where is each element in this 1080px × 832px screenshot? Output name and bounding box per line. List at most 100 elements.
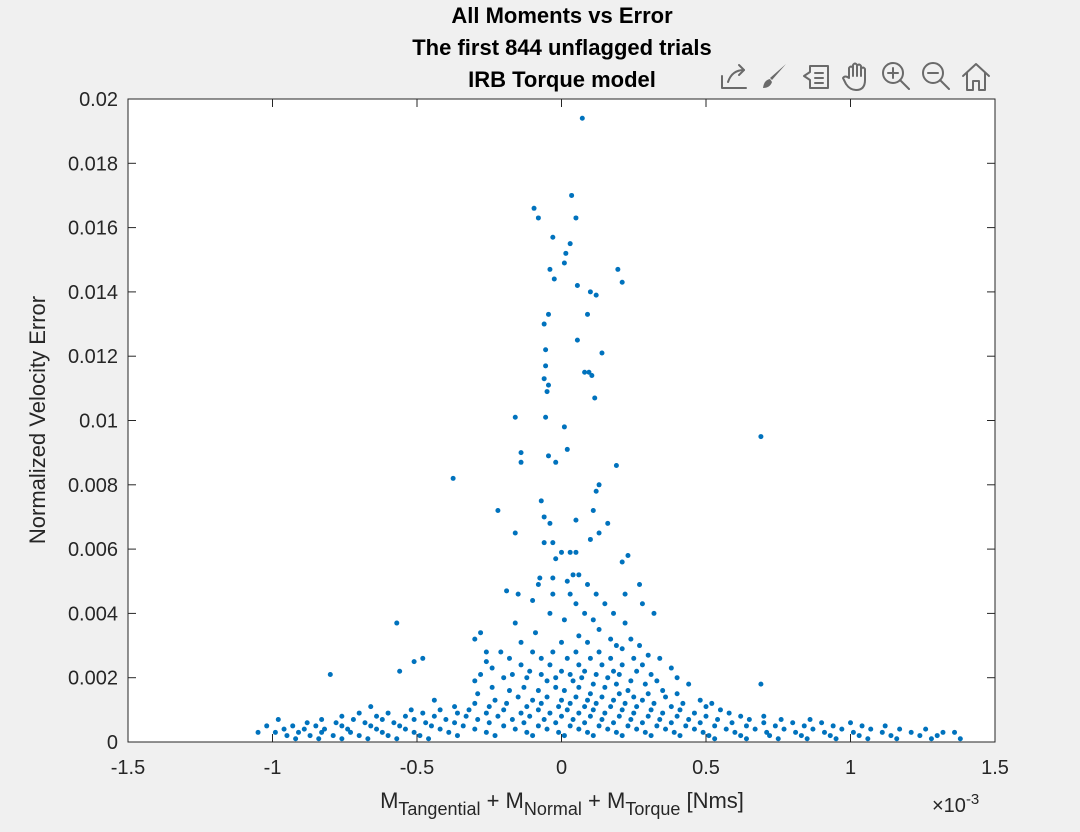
scatter-point	[506, 688, 512, 694]
scatter-point	[697, 697, 703, 703]
scatter-point	[365, 736, 371, 742]
scatter-point	[593, 671, 599, 677]
scatter-point	[301, 726, 307, 732]
scatter-point	[928, 736, 934, 742]
scatter-point	[483, 659, 489, 665]
scatter-point	[544, 694, 550, 700]
scatter-point	[551, 276, 557, 282]
scatter-point	[830, 723, 836, 729]
scatter-point	[362, 720, 368, 726]
scatter-point	[460, 723, 466, 729]
scatter-point	[547, 710, 553, 716]
scatter-point	[605, 675, 611, 681]
scatter-point	[573, 549, 579, 555]
scatter-point	[454, 733, 460, 739]
scatter-point	[790, 720, 796, 726]
scatter-point	[573, 215, 579, 221]
scatter-point	[437, 707, 443, 713]
x-tick-label: 0.5	[692, 757, 720, 779]
scatter-point	[483, 729, 489, 735]
scatter-point	[563, 250, 569, 256]
scatter-point	[518, 710, 524, 716]
scatter-point	[475, 691, 481, 697]
scatter-point	[296, 729, 302, 735]
scatter-point	[483, 649, 489, 655]
scatter-point	[934, 733, 940, 739]
scatter-point	[530, 697, 536, 703]
x-tick-label: -1	[264, 757, 282, 779]
scatter-point	[431, 697, 437, 703]
scatter-point	[293, 736, 299, 742]
scatter-point	[758, 681, 764, 687]
scatter-point	[545, 311, 551, 317]
scatter-point	[538, 498, 544, 504]
scatter-point	[585, 639, 591, 645]
scatter-point	[957, 736, 963, 742]
scatter-point	[850, 729, 856, 735]
scatter-point	[535, 707, 541, 713]
scatter-point	[596, 649, 602, 655]
scatter-point	[339, 736, 345, 742]
scatter-point	[587, 655, 593, 661]
scatter-point	[848, 720, 853, 726]
scatter-point	[509, 716, 515, 722]
scatter-point	[680, 700, 686, 706]
scatter-point	[611, 720, 617, 726]
chart-title: All Moments vs Error The first 844 unfla…	[412, 3, 712, 92]
scatter-point	[706, 733, 712, 739]
scatter-point	[426, 736, 432, 742]
brush-icon[interactable]	[758, 60, 790, 92]
scatter-point	[723, 726, 729, 732]
scatter-point	[639, 662, 645, 668]
scatter-point	[648, 707, 654, 713]
scatter-point	[385, 733, 391, 739]
scatter-point	[272, 729, 278, 735]
scatter-point	[535, 215, 541, 221]
scatter-point	[746, 716, 752, 722]
scatter-point	[596, 626, 602, 632]
scatter-point	[616, 671, 622, 677]
scatter-point	[521, 720, 527, 726]
scatter-point	[628, 716, 634, 722]
scatter-point	[495, 508, 501, 514]
scatter-point	[764, 729, 770, 735]
scatter-point	[547, 520, 553, 526]
export-icon[interactable]	[718, 60, 750, 92]
x-label-sub-normal: Normal	[524, 799, 582, 819]
zoom-in-icon[interactable]	[880, 60, 912, 92]
scatter-point	[452, 720, 458, 726]
data-tips-icon[interactable]	[800, 60, 832, 92]
scatter-point	[567, 241, 573, 247]
scatter-point	[428, 723, 434, 729]
scatter-point	[547, 266, 553, 272]
scatter-point	[535, 688, 541, 694]
scatter-point	[940, 729, 946, 735]
scatter-point	[512, 726, 518, 732]
scatter-point	[561, 424, 567, 430]
scatter-point	[793, 729, 799, 735]
scatter-point	[593, 292, 599, 298]
scatter-point	[504, 700, 510, 706]
scatter-point	[622, 620, 628, 626]
scatter-point	[743, 723, 749, 729]
scatter-point	[559, 713, 564, 719]
scatter-point	[564, 578, 570, 584]
pan-icon[interactable]	[840, 60, 872, 92]
scatter-point	[420, 710, 426, 716]
scatter-point	[752, 726, 758, 732]
scatter-point	[527, 668, 533, 674]
scatter-point	[634, 704, 640, 710]
scatter-point	[553, 556, 559, 562]
scatter-point	[660, 688, 666, 694]
scatter-point	[545, 453, 551, 459]
home-icon[interactable]	[960, 60, 992, 92]
scatter-point	[504, 588, 510, 594]
zoom-out-icon[interactable]	[920, 60, 952, 92]
scatter-point	[550, 575, 556, 581]
scatter-point	[801, 723, 807, 729]
scatter-point	[509, 671, 515, 677]
y-axis-label: Normalized Velocity Error	[25, 296, 50, 544]
scatter-point	[538, 700, 544, 706]
scatter-point	[374, 726, 380, 732]
scatter-point	[691, 726, 697, 732]
